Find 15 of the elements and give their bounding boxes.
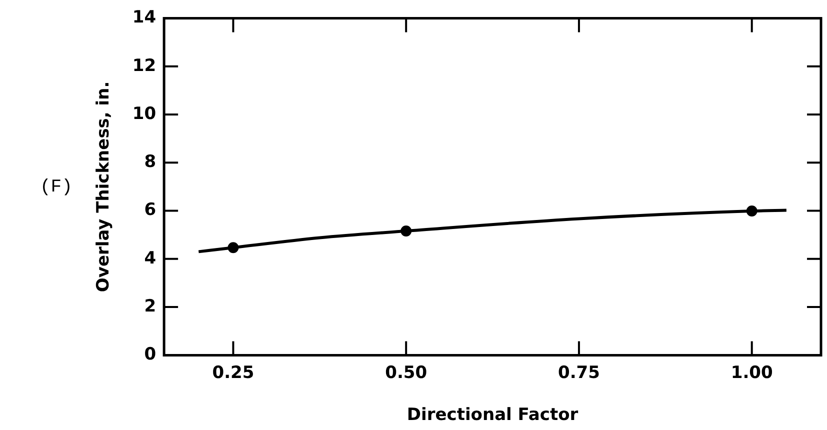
y-tick-label: 4 — [144, 248, 156, 268]
y-tick-label: 8 — [144, 152, 156, 172]
x-tick-label: 0.50 — [385, 362, 428, 383]
y-tick-label: 10 — [132, 104, 156, 124]
x-axis-title: Directional Factor — [406, 405, 579, 426]
y-axis-title: Overlay Thickness, in. — [94, 81, 114, 292]
y-tick-label: 2 — [144, 296, 156, 316]
x-tick-label: 0.25 — [212, 362, 254, 383]
y-tick-label: 12 — [132, 56, 156, 76]
y-tick-label: 6 — [144, 200, 156, 220]
y-tick-label: 0 — [144, 344, 156, 365]
x-tick-label: 0.75 — [558, 362, 600, 383]
y-tick-label: 14 — [132, 8, 156, 28]
x-tick-label: 1.00 — [730, 362, 773, 383]
text: (F) — [40, 177, 72, 198]
